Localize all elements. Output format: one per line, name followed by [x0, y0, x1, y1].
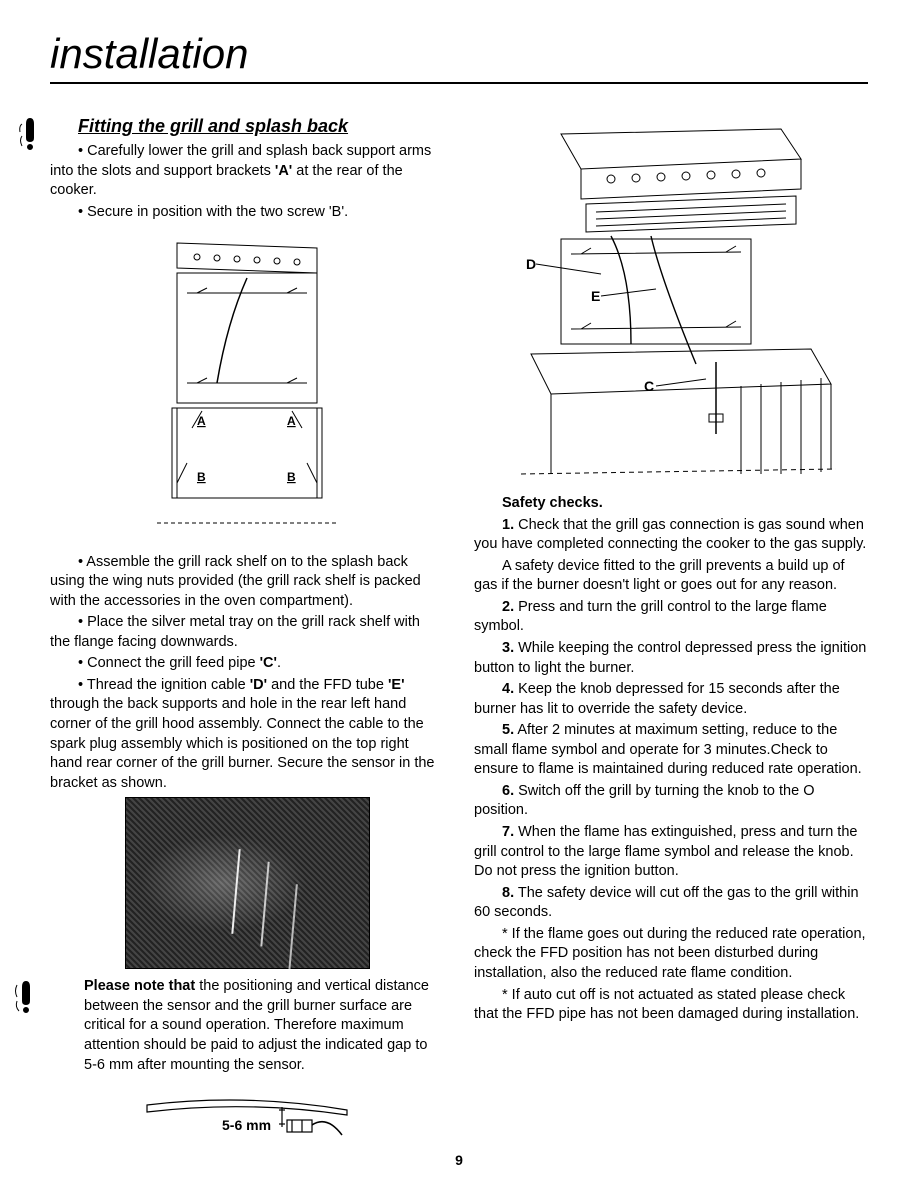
para-3-text: Assemble the grill rack shelf on to the … — [50, 554, 421, 609]
note-heading: Please note that — [84, 978, 195, 994]
diagram-label-a1: A — [197, 414, 206, 428]
label-e: 'E' — [388, 677, 405, 693]
para-6: • Thread the ignition cable 'D' and the … — [50, 676, 444, 793]
diagram-cooker-rear: A A B B — [50, 233, 444, 543]
num-5: 5. — [502, 722, 514, 738]
para-2: • Secure in position with the two screw … — [78, 203, 444, 223]
star-note-1: * If the flame goes out during the reduc… — [474, 925, 868, 984]
note-text: Please note that the positioning and ver… — [84, 977, 444, 1075]
para-6-a: Thread the ignition cable — [83, 677, 250, 693]
para-4: • Place the silver metal tray on the gri… — [50, 613, 444, 652]
label-a: 'A' — [275, 163, 292, 179]
subheading-safety: Safety checks. — [474, 494, 868, 514]
s8-text: The safety device will cut off the gas t… — [474, 885, 859, 921]
caution-icon — [16, 116, 44, 159]
num-2: 2. — [502, 599, 514, 615]
diagram-label-b1: B — [197, 470, 206, 484]
label-c: 'C' — [260, 655, 277, 671]
num-6: 6. — [502, 783, 514, 799]
diagram-label-a2: A — [287, 414, 296, 428]
s7-text: When the flame has extinguished, press a… — [474, 824, 857, 879]
page-title: installation — [50, 30, 868, 84]
para-3: • Assemble the grill rack shelf on to th… — [50, 553, 444, 612]
diagram-gap: 5-6 mm — [50, 1085, 444, 1145]
num-4: 4. — [502, 681, 514, 697]
page-number: 9 — [455, 1152, 463, 1168]
s1-text: Check that the grill gas connection is g… — [474, 517, 866, 553]
para-4-text: Place the silver metal tray on the grill… — [50, 614, 420, 650]
diagram-label-b2: B — [287, 470, 296, 484]
diagram-label-d: D — [526, 256, 536, 272]
photo-sensor-bracket — [125, 797, 370, 969]
para-2-text: Secure in position with the two screw 'B… — [83, 204, 348, 220]
note-block: Please note that the positioning and ver… — [50, 977, 444, 1075]
num-7: 7. — [502, 824, 514, 840]
num-3: 3. — [502, 640, 514, 656]
safety-1: 1. Check that the grill gas connection i… — [474, 516, 868, 555]
para-5: • Connect the grill feed pipe 'C'. — [78, 654, 444, 674]
gap-label: 5-6 mm — [222, 1117, 271, 1133]
num-8: 8. — [502, 885, 514, 901]
safety-8: 8. The safety device will cut off the ga… — [474, 884, 868, 923]
safety-1b: A safety device fitted to the grill prev… — [474, 557, 868, 596]
diagram-label-c: C — [644, 378, 654, 394]
para-5-text: Connect the grill feed pipe — [83, 655, 260, 671]
safety-5: 5. After 2 minutes at maximum setting, r… — [474, 721, 868, 780]
safety-6: 6. Switch off the grill by turning the k… — [474, 782, 868, 821]
safety-2: 2. Press and turn the grill control to t… — [474, 598, 868, 637]
diagram-label-e: E — [591, 288, 600, 304]
content-columns: Fitting the grill and splash back • Care… — [50, 114, 868, 1145]
s6-text: Switch off the grill by turning the knob… — [474, 783, 814, 819]
s2-text: Press and turn the grill control to the … — [474, 599, 827, 635]
right-column: D E C Safety checks. 1. Check that the g… — [474, 114, 868, 1145]
para-1: • Carefully lower the grill and splash b… — [50, 142, 444, 201]
section-heading-fitting: Fitting the grill and splash back — [78, 114, 444, 138]
diagram-cooker-assembly: D E C — [474, 124, 868, 484]
s4-text: Keep the knob depressed for 15 seconds a… — [474, 681, 840, 717]
label-d: 'D' — [250, 677, 267, 693]
para-6-mid: and the FFD tube — [267, 677, 388, 693]
safety-4: 4. Keep the knob depressed for 15 second… — [474, 680, 868, 719]
s3-text: While keeping the control depressed pres… — [474, 640, 866, 676]
para-5-tail: . — [277, 655, 281, 671]
para-6-tail: through the back supports and hole in th… — [50, 696, 434, 790]
num-1: 1. — [502, 517, 514, 533]
caution-icon — [12, 979, 40, 1022]
left-column: Fitting the grill and splash back • Care… — [50, 114, 444, 1145]
s5-text: After 2 minutes at maximum setting, redu… — [474, 722, 862, 777]
star-note-2: * If auto cut off is not actuated as sta… — [474, 986, 868, 1025]
safety-7: 7. When the flame has extinguished, pres… — [474, 823, 868, 882]
safety-3: 3. While keeping the control depressed p… — [474, 639, 868, 678]
